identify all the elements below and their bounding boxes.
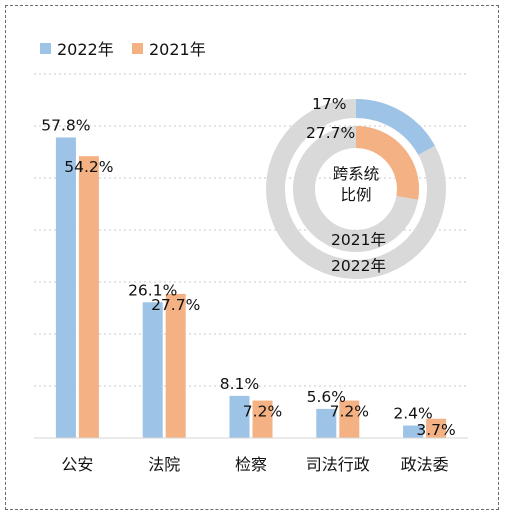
bar-value-labels: 57.8%54.2%26.1%27.7%8.1%7.2%5.6%7.2% 2.4%…: [41, 116, 456, 438]
x-axis-tick-labels: 公安 法院 检察 司法行政 政法委: [61, 455, 448, 474]
bar-label-2022-1: 57.8%: [41, 116, 90, 134]
legend-label-2021: 2021年: [149, 40, 206, 59]
bar-2021-4: [339, 400, 360, 438]
x-tick-label-2: 法院: [148, 455, 180, 474]
donut-chart: 跨系统 比例 17% 27.7% 2021年 2022年: [266, 95, 446, 279]
donut-ring-outer-slice: [355, 99, 435, 156]
bar-label-2022-3: 8.1%: [220, 375, 259, 393]
bar-label-2021-4: 7.2%: [330, 403, 369, 421]
x-tick-label-3: 检察: [235, 455, 267, 474]
donut-inner-ring-year-label: 2021年: [331, 231, 386, 249]
bar-2021-1: [78, 156, 99, 438]
bar-label-2021-1: 54.2%: [64, 158, 113, 176]
bar-label-2021-2: 27.7%: [151, 296, 200, 314]
donut-outer-value-label: 17%: [312, 95, 346, 113]
bar-series: [55, 137, 447, 438]
donut-center-label-line2: 比例: [340, 186, 371, 204]
bar-2021-3: [252, 400, 273, 438]
donut-inner-value-label: 27.7%: [306, 124, 355, 142]
bar-label-2021-5: 3.7%: [416, 421, 455, 439]
bar-label-2022-4: 5.6%: [307, 388, 346, 406]
bar-2022-5: [403, 425, 424, 438]
bar-2022-4: [316, 408, 337, 438]
bar-2022-2: [142, 302, 163, 438]
x-tick-label-5: 政法委: [401, 455, 449, 474]
bar-label-2022-2: 26.1%: [128, 281, 177, 299]
bar-2022-1: [55, 137, 76, 438]
chart-frame: [5, 5, 499, 510]
legend-swatch-2022: [40, 43, 51, 54]
bar-2021-2: [165, 293, 186, 438]
bar-2022-3: [229, 395, 250, 438]
donut-ring-inner-slice: [355, 126, 419, 200]
x-tick-label-1: 公安: [61, 455, 93, 474]
legend-swatch-2021: [132, 43, 143, 54]
legend: 2022年 2021年: [40, 40, 206, 59]
x-tick-label-4: 司法行政: [306, 455, 370, 474]
bar-2021-5: [426, 418, 447, 438]
bar-label-2022-5: 2.4%: [393, 405, 432, 423]
donut-outer-ring-year-label: 2022年: [331, 257, 386, 275]
legend-label-2022: 2022年: [57, 40, 114, 59]
bar-label-2021-3: 7.2%: [243, 403, 282, 421]
donut-center-label-line1: 跨系统: [333, 165, 380, 183]
